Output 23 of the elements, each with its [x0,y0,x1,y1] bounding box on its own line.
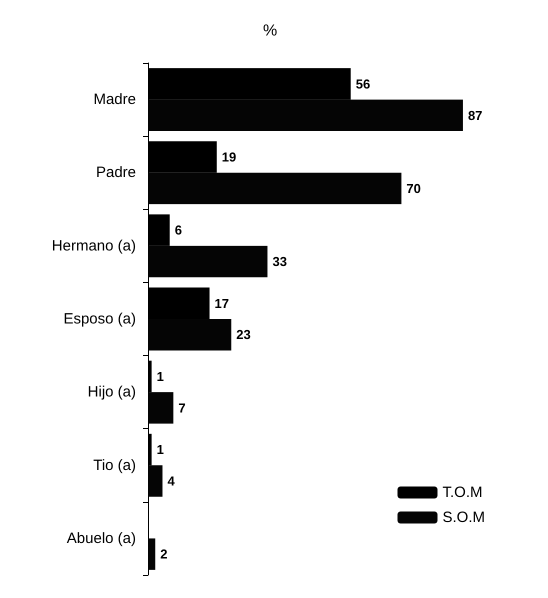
y-tick-label: Esposo (a) [63,310,136,328]
data-label: 6 [174,222,182,238]
data-label: 17 [214,296,230,311]
data-label: 33 [272,254,287,270]
data-label: 23 [236,327,251,342]
data-label: 2 [160,546,168,562]
y-tick-label: Abuelo (a) [66,530,136,547]
y-tick-label: Tio (a) [93,456,136,474]
y-tick-label: Hermano (a) [52,237,136,254]
y-tick-label: Padre [96,164,136,182]
data-label: 70 [406,180,421,196]
data-label: 1 [156,442,164,458]
data-label: 87 [468,108,482,123]
data-label: 1 [156,368,164,384]
data-label: 7 [178,400,186,416]
chart-title: % [263,22,278,40]
data-label: 4 [167,474,176,489]
legend-label: T.O.M [442,484,482,501]
data-label: 19 [222,149,236,164]
y-tick-label: Madre [93,91,136,108]
data-label: 56 [356,76,370,92]
legend-label: S.O.M [442,509,486,526]
y-tick-label: Hijo (a) [88,384,136,401]
